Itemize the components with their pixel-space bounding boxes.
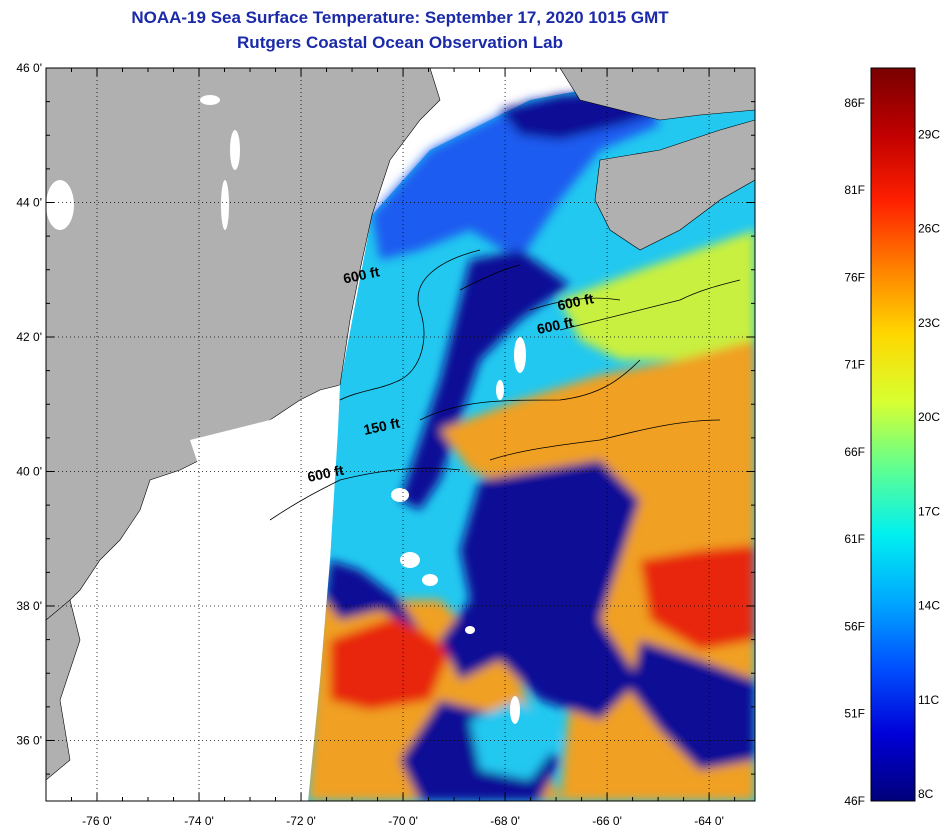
- sst-cloud-mass-southeast: [630, 640, 755, 770]
- colorbar-fahrenheit-labels: 86F 81F 76F 71F 66F 61F 56F 51F 46F: [844, 96, 865, 808]
- sst-cyan-patch: [470, 700, 560, 780]
- latitude-axis: 46 0' 44 0' 42 0' 40 0' 38 0' 36 0': [16, 61, 755, 775]
- lon-tick-label: -66 0': [592, 814, 622, 828]
- map-title: NOAA-19 Sea Surface Temperature: Septemb…: [131, 8, 669, 27]
- sst-data-layer: [308, 68, 755, 801]
- colorbar-f-label: 56F: [844, 619, 865, 633]
- colorbar-c-label: 29C: [918, 127, 940, 141]
- colorbar-c-label: 26C: [918, 222, 940, 236]
- sst-south-red: [330, 615, 450, 710]
- sst-cloud-mass-center: [440, 460, 640, 720]
- lat-tick-label: 44 0': [16, 195, 42, 209]
- lat-tick-label: 46 0': [16, 61, 42, 75]
- land-new-brunswick: [559, 68, 755, 121]
- land-nova-scotia: [594, 119, 755, 251]
- colorbar-f-label: 81F: [844, 183, 865, 197]
- colorbar-c-label: 14C: [918, 599, 940, 613]
- depth-label: 600 ft: [535, 314, 574, 337]
- colorbar-f-label: 66F: [844, 445, 865, 459]
- lon-tick-label: -74 0': [184, 814, 214, 828]
- lat-tick-label: 42 0': [16, 330, 42, 344]
- lat-tick-label: 40 0': [16, 464, 42, 478]
- depth-label: 600 ft: [306, 462, 345, 485]
- lat-tick-label: 36 0': [16, 733, 42, 747]
- colorbar-c-label: 23C: [918, 316, 940, 330]
- sst-east-red: [640, 545, 755, 650]
- land-delmarva-virginia: [46, 599, 81, 781]
- cloud-speckles: [391, 337, 526, 724]
- depth-label: 150 ft: [362, 415, 401, 438]
- lon-tick-label: -76 0': [82, 814, 112, 828]
- lon-tick-label: -70 0': [388, 814, 418, 828]
- sst-channel-deepblue: [400, 250, 570, 510]
- lat-tick-label: 38 0': [16, 599, 42, 613]
- colorbar: 86F 81F 76F 71F 66F 61F 56F 51F 46F 29C 26C 23C 20C…: [844, 67, 940, 808]
- map-frame: [45, 67, 756, 802]
- bathymetry-contours: [269, 249, 741, 521]
- sst-east-greenyellow: [560, 230, 755, 360]
- land-layer: [46, 68, 755, 781]
- colorbar-f-label: 51F: [844, 707, 865, 721]
- map-subtitle: Rutgers Coastal Ocean Observation Lab: [237, 33, 563, 52]
- lon-tick-label: -72 0': [286, 814, 316, 828]
- colorbar-f-label: 71F: [844, 358, 865, 372]
- sst-cloud-mass-west: [325, 560, 420, 630]
- colorbar-f-label: 46F: [844, 794, 865, 808]
- lon-tick-label: -68 0': [490, 814, 520, 828]
- longitude-axis: -76 0' -74 0' -72 0' -70 0' -68 0' -66 0' -64 …: [71, 68, 736, 828]
- colorbar-f-label: 61F: [844, 532, 865, 546]
- colorbar-celsius-labels: 29C 26C 23C 20C 17C 14C 11C 8C: [918, 127, 940, 801]
- colorbar-f-label: 86F: [844, 96, 865, 110]
- depth-label: 600 ft: [342, 263, 381, 286]
- colorbar-c-label: 8C: [918, 787, 934, 801]
- colorbar-c-label: 17C: [918, 504, 940, 518]
- lon-tick-label: -64 0': [694, 814, 724, 828]
- colorbar-c-label: 11C: [918, 693, 939, 707]
- colorbar-gradient: [870, 67, 916, 802]
- lakes-layer: [46, 95, 340, 801]
- depth-label: 600 ft: [556, 290, 595, 313]
- colorbar-c-label: 20C: [918, 410, 940, 424]
- colorbar-f-label: 76F: [844, 270, 865, 284]
